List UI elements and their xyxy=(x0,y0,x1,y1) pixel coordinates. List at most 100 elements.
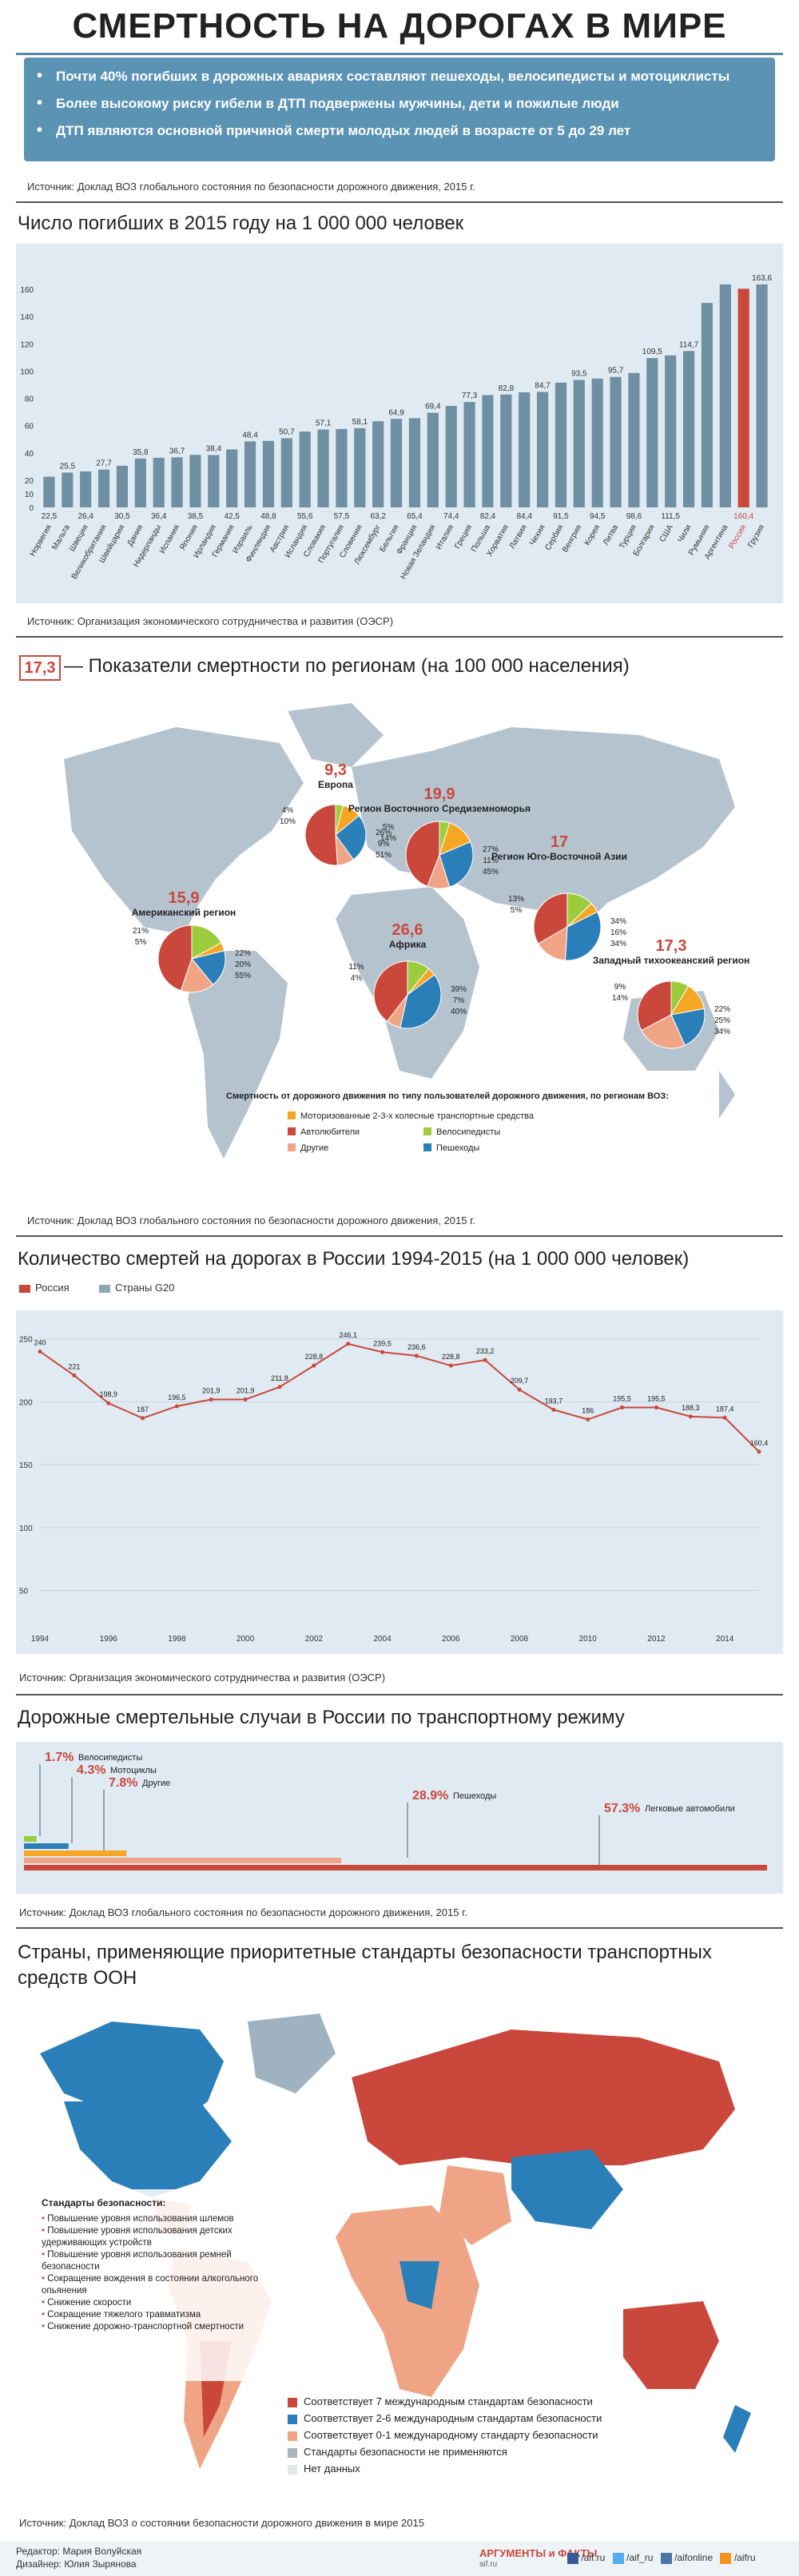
bar-value-label: 36,4 xyxy=(151,512,167,521)
bar xyxy=(536,392,549,507)
x-tick-label: США xyxy=(658,523,675,544)
data-label: 236,6 xyxy=(407,1343,426,1351)
standard-item-label: Повышение уровня использования детских у… xyxy=(42,2226,233,2248)
pie-slice-label: 45% xyxy=(483,868,499,877)
social-link[interactable]: /aifonline xyxy=(674,2552,714,2563)
legend-swatch xyxy=(288,1143,296,1151)
ok-icon[interactable] xyxy=(720,2552,732,2564)
x-tick-label: Латвия xyxy=(508,523,529,551)
pie-slice-label: 4% xyxy=(282,806,294,815)
pie-slice xyxy=(191,950,226,986)
social-link[interactable]: /aif.ru xyxy=(581,2552,606,2563)
bar xyxy=(628,372,640,507)
data-label: 228,8 xyxy=(442,1353,460,1361)
legend-entry: Соответствует 0-1 международному стандар… xyxy=(288,2429,735,2441)
data-point xyxy=(106,1401,111,1405)
x-tick-label: Дания xyxy=(125,523,145,547)
twitter-icon[interactable] xyxy=(612,2552,624,2564)
bar xyxy=(646,358,658,507)
footer-editor: Редактор: Мария Волуйская xyxy=(16,2546,142,2557)
modes-panel: 1.7% Велосипедисты 4.3% Мотоциклы 7.8% Другие… xyxy=(16,1742,783,1894)
x-tick-label: 2010 xyxy=(579,1635,598,1644)
pie-slice-label: 26% xyxy=(376,829,392,837)
legend-g20: Страны G20 xyxy=(115,1282,175,1294)
bar xyxy=(519,392,531,507)
bar xyxy=(262,440,275,507)
bar-value-label: 114,7 xyxy=(679,340,699,349)
legend-label: Соответствует 2-6 международным стандарт… xyxy=(304,2412,602,2424)
data-label: 160,4 xyxy=(750,1439,769,1447)
bar-value-label: 94,5 xyxy=(590,512,606,521)
social-link[interactable]: /aifru xyxy=(733,2552,756,2563)
bar-value-label: 84,4 xyxy=(516,512,532,521)
legend-entry: Соответствует 2-6 международным стандарт… xyxy=(288,2412,735,2424)
pie-slice xyxy=(373,960,408,1023)
y-tick-label: 10 xyxy=(25,491,34,499)
standard-item: • Повышение уровня использования ремней … xyxy=(42,2250,232,2272)
legend-label: Моторизованные 2-3-х колесные транспортн… xyxy=(300,1111,535,1121)
mode-label: Велосипедисты xyxy=(78,1753,142,1763)
regions-title: — Показатели смертности по регионам (на … xyxy=(64,655,630,677)
bar-value-label: 77,3 xyxy=(462,392,478,400)
pie-slice-label: 34% xyxy=(610,940,626,948)
legend-entry: Нет данных xyxy=(288,2463,735,2475)
x-tick-label: Корея xyxy=(583,523,602,547)
pie-slice xyxy=(405,821,440,887)
region-name: Регион Юго-Восточной Азии xyxy=(491,851,627,862)
x-tick-label: 2000 xyxy=(237,1635,255,1644)
bar xyxy=(299,431,311,507)
pie-slice-label: 11% xyxy=(348,963,364,972)
mode-bar xyxy=(24,1865,767,1870)
x-tick-label: Россия xyxy=(727,523,748,551)
x-tick-label: 2004 xyxy=(373,1635,392,1644)
region-name: Европа xyxy=(318,779,353,790)
pie-slice-label: 55% xyxy=(235,972,251,980)
bar xyxy=(354,427,366,507)
pie-slice-label: 4% xyxy=(351,974,363,983)
standard-item: • Сокращение вождения в состоянии алкого… xyxy=(42,2274,259,2296)
bar xyxy=(555,382,567,507)
pie-slice-label: 25% xyxy=(714,1016,730,1025)
y-tick-label: 60 xyxy=(25,423,34,431)
region-rate: 17,3 xyxy=(656,937,687,955)
region-name: Африка xyxy=(389,939,427,950)
standard-item: • Сокращение тяжелого травматизма xyxy=(42,2310,201,2320)
pie-slice xyxy=(641,1014,686,1049)
pie-slice xyxy=(191,924,222,960)
x-tick-label: Чили xyxy=(676,523,693,544)
pie-slice-label: 14% xyxy=(612,994,628,1003)
data-point xyxy=(414,1354,419,1358)
bar-value-label: 25,5 xyxy=(60,463,76,471)
social-link[interactable]: /aif_ru xyxy=(626,2552,654,2563)
legend-swatch xyxy=(288,2464,297,2475)
data-point xyxy=(209,1397,213,1401)
pie-slice xyxy=(637,980,672,1032)
fact-1: Почти 40% погибших в дорожных авариях со… xyxy=(37,67,775,85)
legend-label: Соответствует 7 международным стандартам… xyxy=(304,2395,593,2407)
legend-swatch xyxy=(288,2431,297,2441)
x-tick-label: 2002 xyxy=(305,1635,324,1644)
mode-pct: 1.7% xyxy=(45,1751,74,1764)
bar-value-label: 160,4 xyxy=(733,512,753,521)
data-point xyxy=(483,1358,487,1362)
region-rate: 19,9 xyxy=(424,785,455,803)
region-rate: 15,9 xyxy=(169,889,200,907)
data-label: 186 xyxy=(582,1407,594,1415)
y-tick-label: 40 xyxy=(25,450,34,459)
pie-slice xyxy=(400,974,442,1029)
pie-slice-label: 5% xyxy=(383,823,395,832)
x-tick-label: Италия xyxy=(435,523,456,551)
bar xyxy=(719,284,731,507)
standard-item-label: Сокращение вождения в состоянии алкоголь… xyxy=(42,2274,259,2296)
vk-icon[interactable] xyxy=(660,2552,672,2564)
data-point xyxy=(620,1405,625,1410)
data-label: 221 xyxy=(68,1362,80,1370)
y-tick-label: 20 xyxy=(25,477,34,486)
x-tick-label: Литва xyxy=(602,523,620,547)
bar xyxy=(280,438,292,507)
facebook-icon[interactable] xyxy=(567,2552,578,2564)
legend-label: Стандарты безопасности не применяются xyxy=(304,2446,507,2458)
bar xyxy=(682,351,695,507)
data-point xyxy=(757,1449,761,1454)
